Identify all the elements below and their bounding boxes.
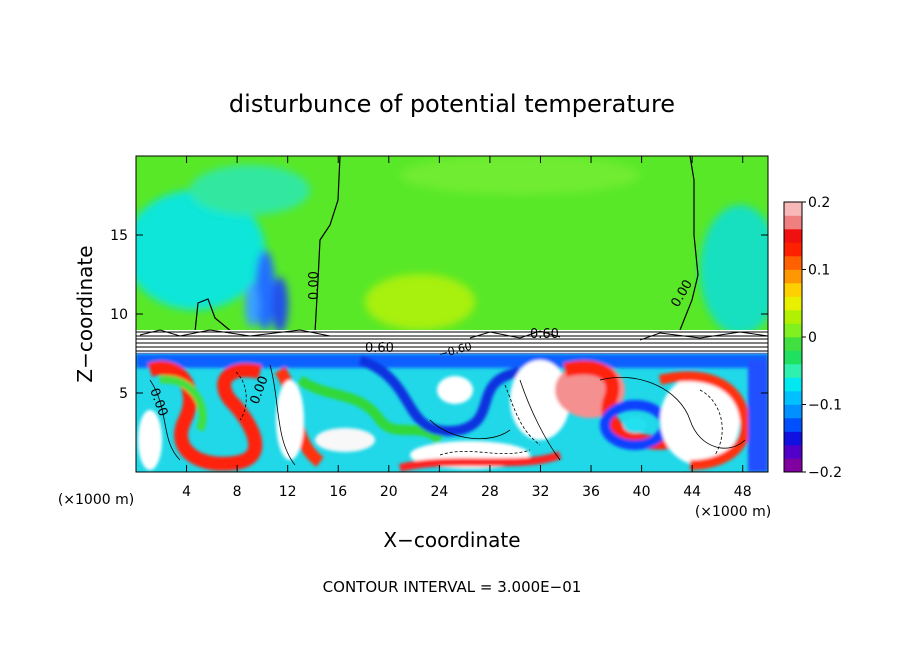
- teal-region-top: [190, 165, 310, 215]
- cyan-region-left: [136, 190, 265, 310]
- colorbar: 0.2 0.1 0 −0.1 −0.2: [783, 195, 842, 481]
- x-axis: 4 8 12 16 20 24 28 32 36 40 44 48: [182, 156, 752, 500]
- contour-zero-right: [679, 156, 699, 331]
- potential-temperature-field: 0.00 0.00 0.00 0.00 0.60 0.60 −0.60: [136, 156, 768, 472]
- blue-streak-1: [255, 250, 275, 330]
- colorbar-swatch: [784, 202, 802, 216]
- x-tick-label: 16: [329, 484, 347, 500]
- colorbar-swatch: [784, 431, 802, 446]
- x-tick-label: 8: [233, 484, 242, 500]
- x-tick-label: 40: [633, 484, 651, 500]
- green-swirl-left: [159, 375, 207, 432]
- blue-streak-3: [245, 283, 259, 327]
- x-tick-label: 20: [380, 484, 398, 500]
- x-unit-left: (×1000 m): [58, 492, 134, 508]
- green-region-top-mid: [400, 156, 640, 195]
- x-tick-label: 44: [683, 484, 701, 500]
- contour-zero-left: [314, 156, 341, 333]
- x-tick-label: 48: [734, 484, 752, 500]
- colorbar-swatch: [784, 215, 802, 230]
- x-tick-label: 12: [279, 484, 297, 500]
- colorbar-swatch: [784, 283, 802, 297]
- blue-band: [136, 354, 768, 368]
- x-tick-label: 4: [182, 484, 191, 500]
- colorbar-swatch: [784, 229, 802, 243]
- contour-interval-note: CONTOUR INTERVAL = 3.000E−01: [323, 578, 582, 596]
- white-patch-3: [315, 428, 375, 452]
- contour-zero-bump: [194, 298, 233, 333]
- colorbar-swatch: [784, 404, 802, 419]
- colorbar-swatch: [784, 391, 802, 405]
- y-tick-label: 5: [119, 386, 128, 402]
- colorbar-swatch: [784, 242, 802, 257]
- y-tick-label: 15: [110, 228, 128, 244]
- colorbar-swatch: [784, 418, 802, 432]
- contour-label: 0.60: [530, 327, 559, 342]
- colorbar-swatch: [784, 296, 802, 311]
- yellow-green-region: [365, 274, 475, 330]
- chart-title: disturbunce of potential temperature: [229, 90, 675, 118]
- red-band-right: [658, 371, 751, 470]
- y-tick-label: 10: [110, 307, 128, 323]
- colorbar-swatch: [784, 323, 802, 338]
- y-axis: 5 10 15: [110, 228, 768, 402]
- x-tick-label: 28: [481, 484, 499, 500]
- x-unit-right: (×1000 m): [695, 504, 771, 520]
- colorbar-swatch: [784, 458, 802, 473]
- white-patch-6: [510, 360, 570, 440]
- x-tick-label: 24: [430, 484, 448, 500]
- x-tick-label: 32: [532, 484, 550, 500]
- colorbar-swatch: [784, 364, 802, 378]
- y-axis-label: Z−coordinate: [73, 245, 97, 382]
- cyan-vortex-core: [623, 417, 647, 433]
- colorbar-tick-label: 0: [808, 330, 817, 346]
- cyan-region-right: [700, 205, 768, 335]
- blue-swirl-mid: [358, 355, 522, 437]
- x-tick-label: 36: [582, 484, 600, 500]
- colorbar-swatch: [784, 445, 802, 459]
- blue-streak-2: [272, 277, 288, 333]
- white-patch-2: [276, 380, 304, 460]
- colorbar-tick-label: −0.2: [808, 465, 842, 481]
- mixed-layer-contours: [149, 364, 746, 466]
- contour-label: 0.60: [365, 341, 394, 356]
- white-patch-4: [437, 376, 473, 404]
- colorbar-swatch: [784, 269, 802, 284]
- colorbar-tick-label: 0.2: [808, 195, 830, 211]
- colorbar-tick-label: 0.1: [808, 263, 830, 279]
- red-band-bottom: [398, 451, 562, 472]
- green-swirl-mid: [297, 375, 444, 444]
- colorbar-tick-label: −0.1: [808, 398, 842, 414]
- white-patch-1: [138, 410, 162, 470]
- x-axis-label: X−coordinate: [383, 528, 520, 552]
- inversion-layer-fill: [136, 330, 768, 354]
- colorbar-swatch: [784, 256, 802, 270]
- colorbar-swatch: [784, 310, 802, 324]
- contour-label: 0.00: [307, 271, 322, 300]
- colorbar-swatch: [784, 337, 802, 351]
- colorbar-swatch: [784, 350, 802, 365]
- blue-edge-right: [748, 360, 768, 472]
- colorbar-swatch: [784, 377, 802, 392]
